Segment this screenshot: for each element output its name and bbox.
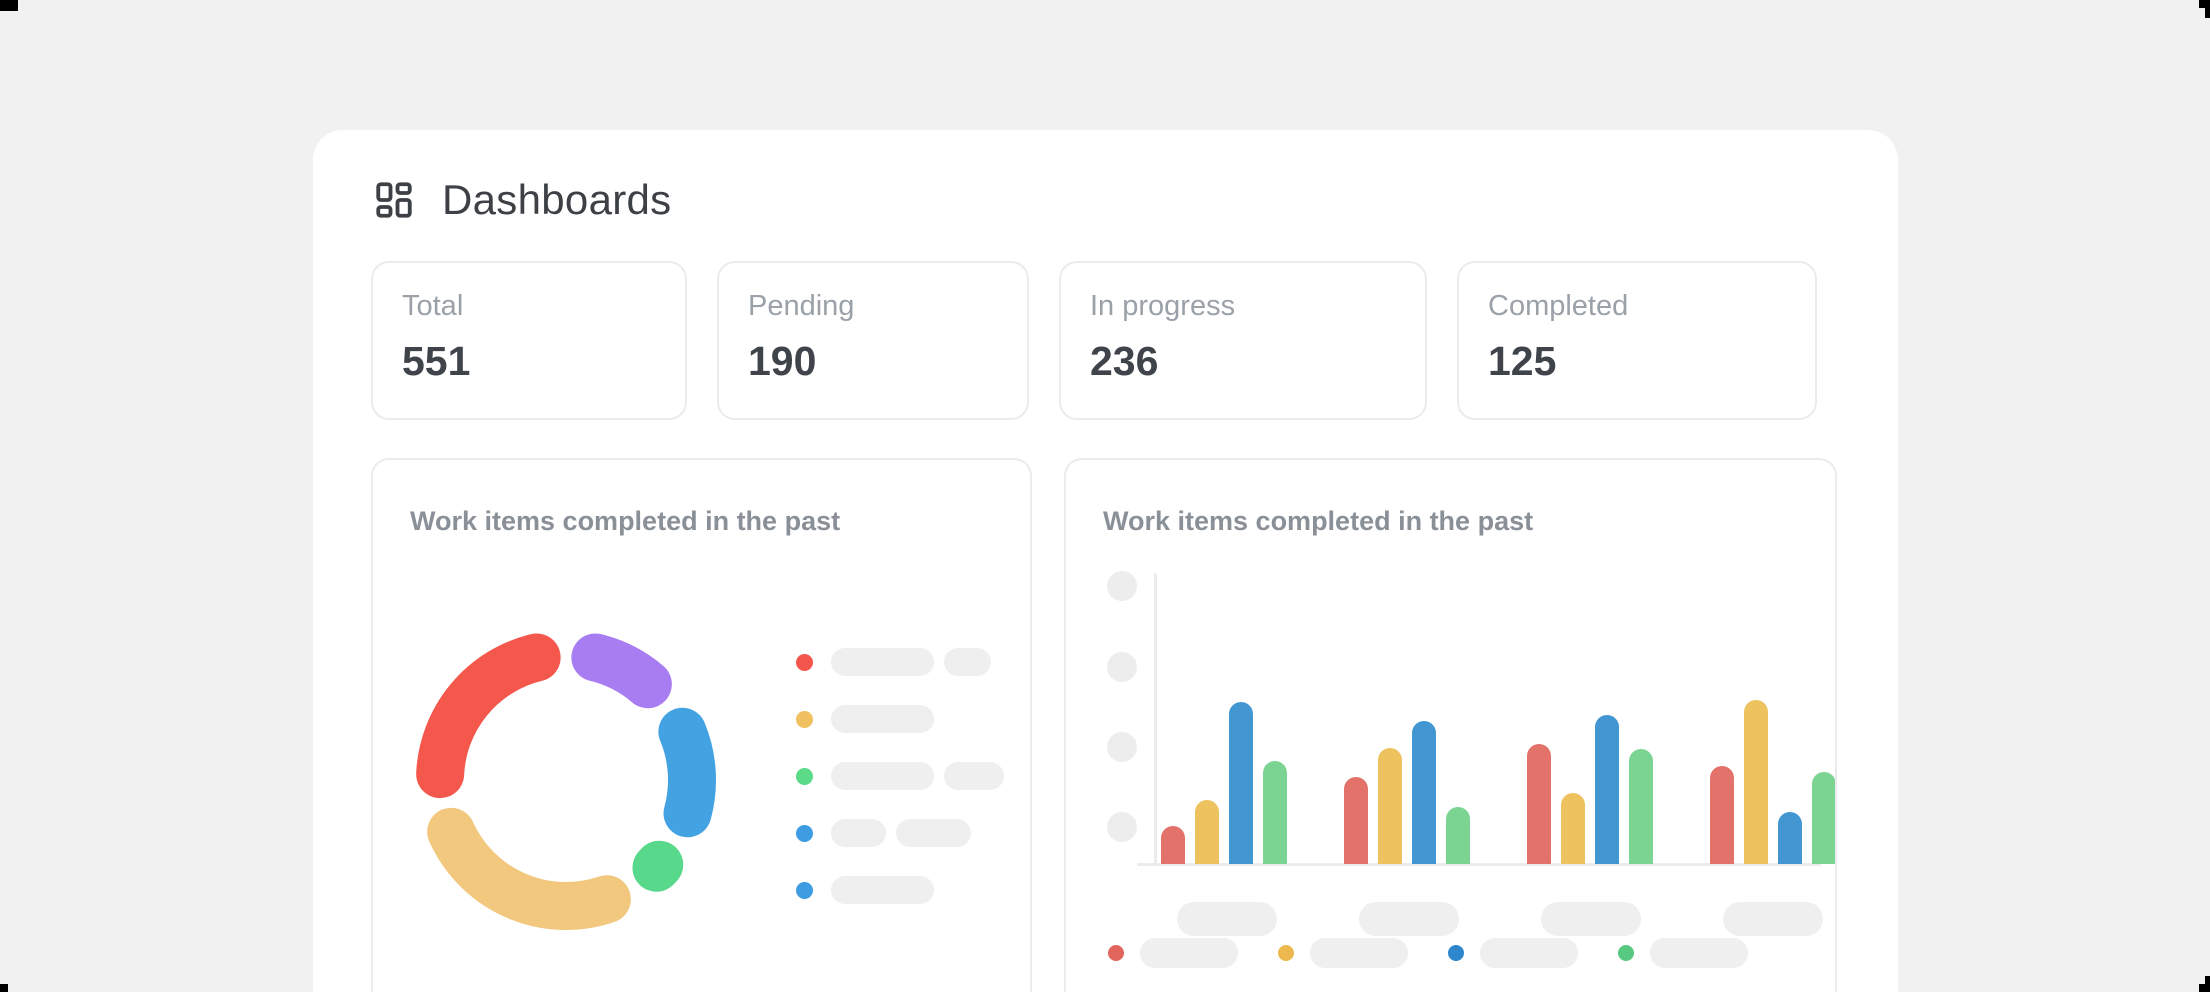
donut-chart [416,633,716,930]
page-header: Dashboards [373,176,671,224]
donut-chart-card: Work items completed in the past [371,458,1032,992]
legend-label-skeleton [896,819,971,847]
legend-label-skeleton [944,762,1004,790]
green-segment [632,840,684,892]
stats-row: Total 551 Pending 190 In progress 236 Co… [371,261,1817,420]
bar-green-series [1629,749,1653,864]
legend-label-skeleton [1140,938,1238,968]
bar-red-series [1161,826,1185,864]
donut-legend [796,648,1014,933]
bar-yellow-series [1561,793,1585,864]
bar-legend-item [1278,938,1408,968]
charts-row: Work items completed in the past Work it… [371,458,1837,992]
legend-label-skeleton [1480,938,1578,968]
bar-red-series [1527,744,1551,864]
x-axis-line [1137,863,1821,866]
layout-dashboard-icon [376,182,412,218]
legend-label-skeleton [831,705,934,733]
bar-green-series [1812,772,1835,864]
stat-card-pending: Pending 190 [717,261,1029,420]
y-axis-tick-skeleton [1107,812,1137,842]
stat-label: Completed [1488,290,1629,322]
y-axis-tick-skeleton [1107,732,1137,762]
bar-yellow-series [1378,748,1402,864]
bar-blue-series [1595,715,1619,864]
donut-chart-title: Work items completed in the past [410,506,841,536]
dashboard-panel: Dashboards Total 551 Pending 190 In prog… [313,130,1898,992]
legend-label-skeleton [1650,938,1748,968]
y-axis-tick-skeleton [1107,652,1137,682]
yellow-segment [427,807,631,930]
legend-label-skeleton [944,648,991,676]
x-axis-label-skeleton [1359,902,1459,936]
bar-chart-title: Work items completed in the past [1103,506,1534,536]
legend-label-skeleton [1310,938,1408,968]
bar-green-series [1263,761,1287,864]
stat-value: 551 [402,337,471,384]
bar-blue-series [1778,812,1802,864]
red-segment [416,633,561,799]
stat-label: Pending [748,290,855,322]
bar-chart-card: Work items completed in the past [1064,458,1837,992]
legend-label-skeleton [831,819,886,847]
bar-yellow-series [1744,700,1768,864]
legend-dot [796,824,813,842]
crop-marker-top-right-2 [2205,0,2210,18]
stat-label: In progress [1090,290,1236,322]
stat-card-total: Total 551 [371,261,687,420]
donut-legend-row [796,705,1014,733]
blue-segment [658,707,716,838]
bar-chart [1066,460,1835,992]
stat-value: 190 [748,337,817,384]
legend-dot [796,653,813,671]
legend-dot [796,881,813,899]
y-axis-tick-skeleton [1107,571,1137,601]
stat-card-in-progress: In progress 236 [1059,261,1427,420]
x-axis-label-skeleton [1723,902,1823,936]
bar-red-series [1710,766,1734,864]
legend-dot [1108,945,1124,961]
x-axis-label-skeleton [1177,902,1277,936]
bar-legend-item [1448,938,1578,968]
y-axis-line [1154,573,1157,865]
donut-legend-row [796,762,1014,790]
stat-value: 236 [1090,337,1159,384]
bar-blue-series [1412,721,1436,864]
legend-dot [1448,945,1464,961]
stat-label: Total [402,290,464,322]
donut-legend-row [796,819,1014,847]
crop-marker-top-left [0,0,18,11]
bar-green-series [1446,807,1470,864]
bar-blue-series [1229,702,1253,864]
bar-legend-item [1108,938,1238,968]
legend-dot [796,710,813,728]
legend-dot [796,767,813,785]
crop-marker-bottom-right-2 [2205,976,2210,992]
bar-legend-item [1618,938,1748,968]
page-title: Dashboards [442,176,672,223]
legend-label-skeleton [831,762,934,790]
stat-value: 125 [1488,337,1557,384]
legend-label-skeleton [831,876,934,904]
purple-segment [571,633,672,709]
crop-marker-bottom-right [2199,984,2210,992]
bar-legend [1108,938,1748,968]
crop-marker-top-right [2199,0,2210,8]
stat-card-completed: Completed 125 [1457,261,1817,420]
bar-yellow-series [1195,800,1219,864]
bar-red-series [1344,777,1368,864]
legend-dot [1618,945,1634,961]
donut-legend-row [796,648,1014,676]
crop-marker-bottom-left [0,984,8,992]
donut-legend-row [796,876,1014,904]
x-axis-label-skeleton [1541,902,1641,936]
legend-dot [1278,945,1294,961]
legend-label-skeleton [831,648,934,676]
